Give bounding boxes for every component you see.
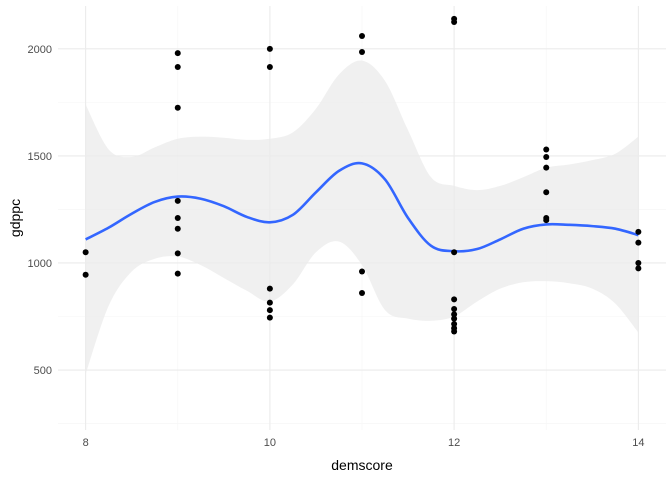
data-point [543,189,550,196]
y-tick-label: 1000 [28,258,52,270]
x-tick-label: 12 [448,437,460,449]
data-point [266,64,273,71]
data-point [174,225,181,232]
smooth-line [85,161,639,253]
y-axis-ticks: 500 1000 1500 2000 [28,44,52,377]
data-point [451,296,458,303]
data-point [451,249,458,256]
x-tick-label: 8 [83,437,89,449]
y-tick-label: 2000 [28,44,52,56]
x-axis-ticks: 8 10 12 14 [83,437,645,449]
data-point [451,306,458,313]
data-point [174,50,181,57]
data-point [635,259,642,266]
x-tick-label: 14 [632,437,644,449]
data-point [635,265,642,272]
data-point [451,19,458,26]
y-tick-label: 500 [34,365,52,377]
data-point [359,268,365,275]
data-point [359,289,365,296]
data-point [451,311,458,318]
y-axis-title: gdppc [7,199,23,237]
confidence-ribbon [85,60,639,375]
data-point [174,250,181,257]
data-point [451,315,458,322]
data-point [266,45,273,52]
data-point [543,217,550,224]
x-axis-title: demscore [331,457,393,473]
data-point [266,314,273,321]
data-point [174,64,181,71]
x-tick-label: 10 [264,437,276,449]
data-point [451,321,458,327]
data-point [635,239,642,246]
data-point [174,215,181,221]
data-point [543,164,550,171]
data-point [82,249,89,256]
data-point [266,285,273,292]
y-tick-label: 1500 [28,151,52,163]
data-point [543,153,550,160]
data-point [359,32,365,39]
data-point [543,146,550,153]
data-point [266,307,273,314]
data-point [174,197,181,204]
data-point [359,49,365,56]
data-points [82,15,642,335]
data-point [266,299,273,306]
data-point [174,104,181,111]
data-point [451,328,458,335]
data-point [174,270,181,277]
data-point [82,271,89,278]
data-point [635,228,642,235]
